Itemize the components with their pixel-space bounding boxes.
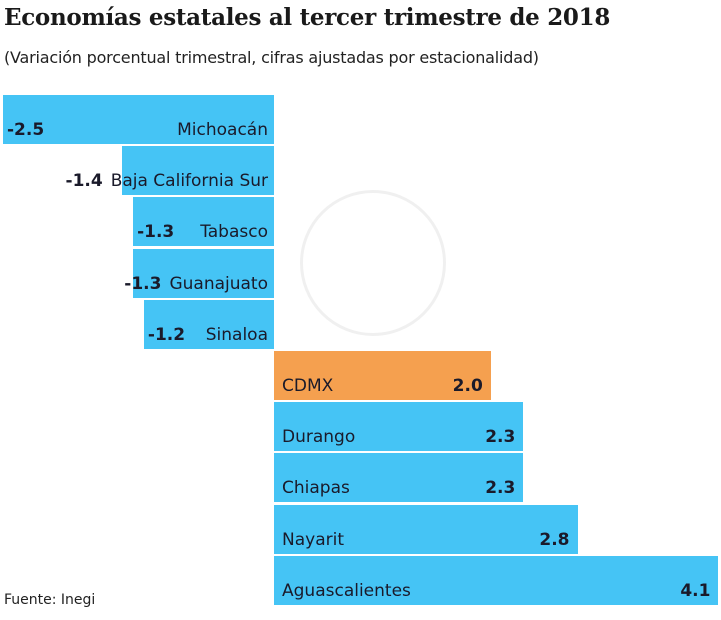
bar-nayarit [274, 504, 578, 554]
source-note: Fuente: Inegi [4, 592, 96, 608]
bar-sinaloa [143, 299, 274, 349]
value-label: -1.3 [124, 273, 162, 294]
value-label: -2.5 [7, 120, 45, 140]
value-label: 2.3 [485, 427, 516, 448]
bar-durango [274, 402, 524, 452]
category-label: Sinaloa [205, 324, 268, 345]
bar-aguascalientes [274, 555, 719, 605]
value-label: -1.4 [65, 171, 103, 192]
category-label: Guanajuato [169, 273, 268, 294]
category-label: CDMX [282, 376, 334, 396]
category-label: Nayarit [282, 529, 344, 550]
category-label: Chiapas [282, 478, 350, 499]
bar-michoacán [3, 95, 274, 144]
category-label: Baja California Sur [110, 171, 268, 192]
chart-title: Economías estatales al tercer trimestre … [4, 4, 611, 31]
bar-chiapas [274, 453, 524, 503]
value-label: -1.2 [147, 324, 186, 345]
bar-tabasco [133, 197, 274, 247]
bar-baja-california-sur [122, 146, 274, 196]
value-label: -1.3 [137, 222, 175, 243]
value-label: 2.3 [485, 478, 516, 499]
value-label: 2.0 [452, 376, 483, 396]
category-label: Durango [282, 427, 356, 448]
bar-cdmx [274, 351, 491, 400]
chart-subtitle: (Variación porcentual trimestral, cifras… [4, 48, 539, 67]
value-label: 2.8 [539, 529, 570, 550]
category-label: Michoacán [177, 120, 268, 140]
category-label: Tabasco [200, 222, 268, 243]
watermark-logo-icon [300, 190, 446, 336]
value-label: 4.1 [680, 580, 711, 601]
category-label: Aguascalientes [282, 580, 411, 601]
bar-guanajuato [133, 248, 274, 298]
